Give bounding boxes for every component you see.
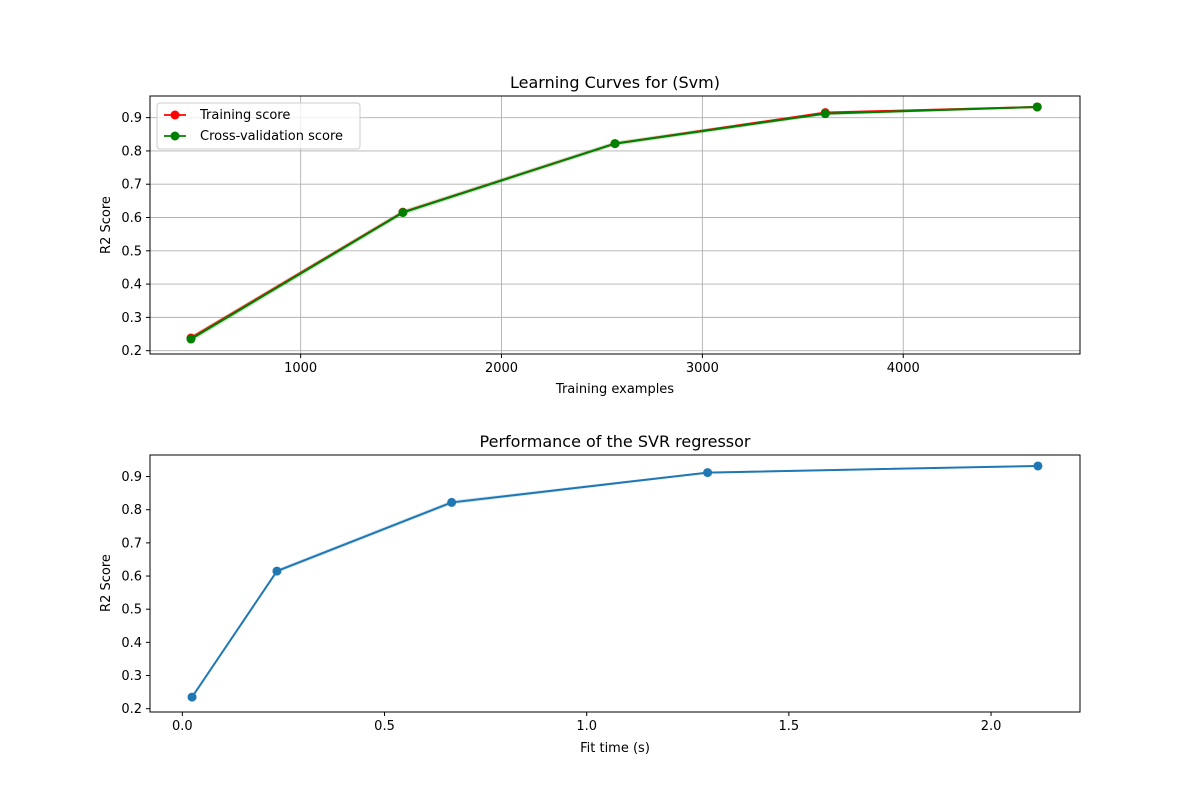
y-tick-label: 0.6 [121,570,142,585]
x-tick-label: 0.0 [172,719,193,734]
y-tick-label: 0.9 [121,111,142,126]
chart-title: Performance of the SVR regressor [480,432,751,451]
series-1-point [820,109,830,119]
legend-label-training: Training score [199,108,290,123]
x-axis-label: Fit time (s) [580,741,650,756]
y-tick-label: 0.7 [121,536,142,551]
axes-frame [149,95,1081,355]
y-tick-label: 0.5 [121,244,142,259]
legend: Training score Cross-validation score [156,102,361,150]
x-tick-label: 3000 [686,361,719,376]
series-0-point [187,692,197,702]
x-tick-label: 2.0 [981,719,1002,734]
y-tick-label: 0.4 [121,278,142,293]
y-tick-label: 0.8 [121,503,142,518]
series-1-point [186,334,196,344]
legend-label-cross-validation: Cross-validation score [200,129,343,144]
y-tick-label: 0.4 [121,636,142,651]
axes-frame [149,454,1081,713]
legend-box [156,102,361,150]
y-tick-label: 0.2 [121,344,142,359]
x-axis-label: Training examples [555,382,674,397]
y-tick-label: 0.3 [121,669,142,684]
x-tick-label: 1000 [284,361,317,376]
plot-area: 1000 2000 3000 4000 0.2 0.3 0.4 0.5 0.6 0.7 0.8 0.9 [121,95,1081,376]
x-tick-label: 1.5 [779,719,800,734]
x-tick-label: 4000 [887,361,920,376]
y-tick-label: 0.3 [121,311,142,326]
y-tick-label: 0.7 [121,178,142,193]
fit-time-performance-chart: Performance of the SVR regressor 0.0 0.5 1… [99,432,1081,756]
y-tick-label: 0.8 [121,144,142,159]
y-axis-label: R2 Score [99,554,114,612]
y-axis-label: R2 Score [99,196,114,254]
y-tick-label: 0.6 [121,211,142,226]
y-tick-label: 0.9 [121,470,142,485]
chart-title: Learning Curves for (Svm) [510,73,720,92]
series-0-point [447,497,457,507]
y-tick-label: 0.2 [121,702,142,717]
legend-marker-cross-validation [170,131,180,141]
y-tick-label: 0.5 [121,603,142,618]
learning-curve-chart: Learning Curves for (Svm) 1000 2000 3000 40… [99,73,1081,397]
series-0-point [272,566,282,576]
x-tick-label: 2000 [485,361,518,376]
series-1-point [1032,102,1042,112]
series-0-point [1033,461,1043,471]
series-0-point [703,468,713,478]
series-1-point [398,208,408,218]
x-tick-label: 0.5 [374,719,395,734]
x-tick-label: 1.0 [576,719,597,734]
series-1-point [610,139,620,149]
legend-marker-training [170,110,180,120]
plot-area: 0.0 0.5 1.0 1.5 2.0 0.2 0.3 0.4 0.5 0.6 0.7 0.8 0.9 [121,454,1081,734]
